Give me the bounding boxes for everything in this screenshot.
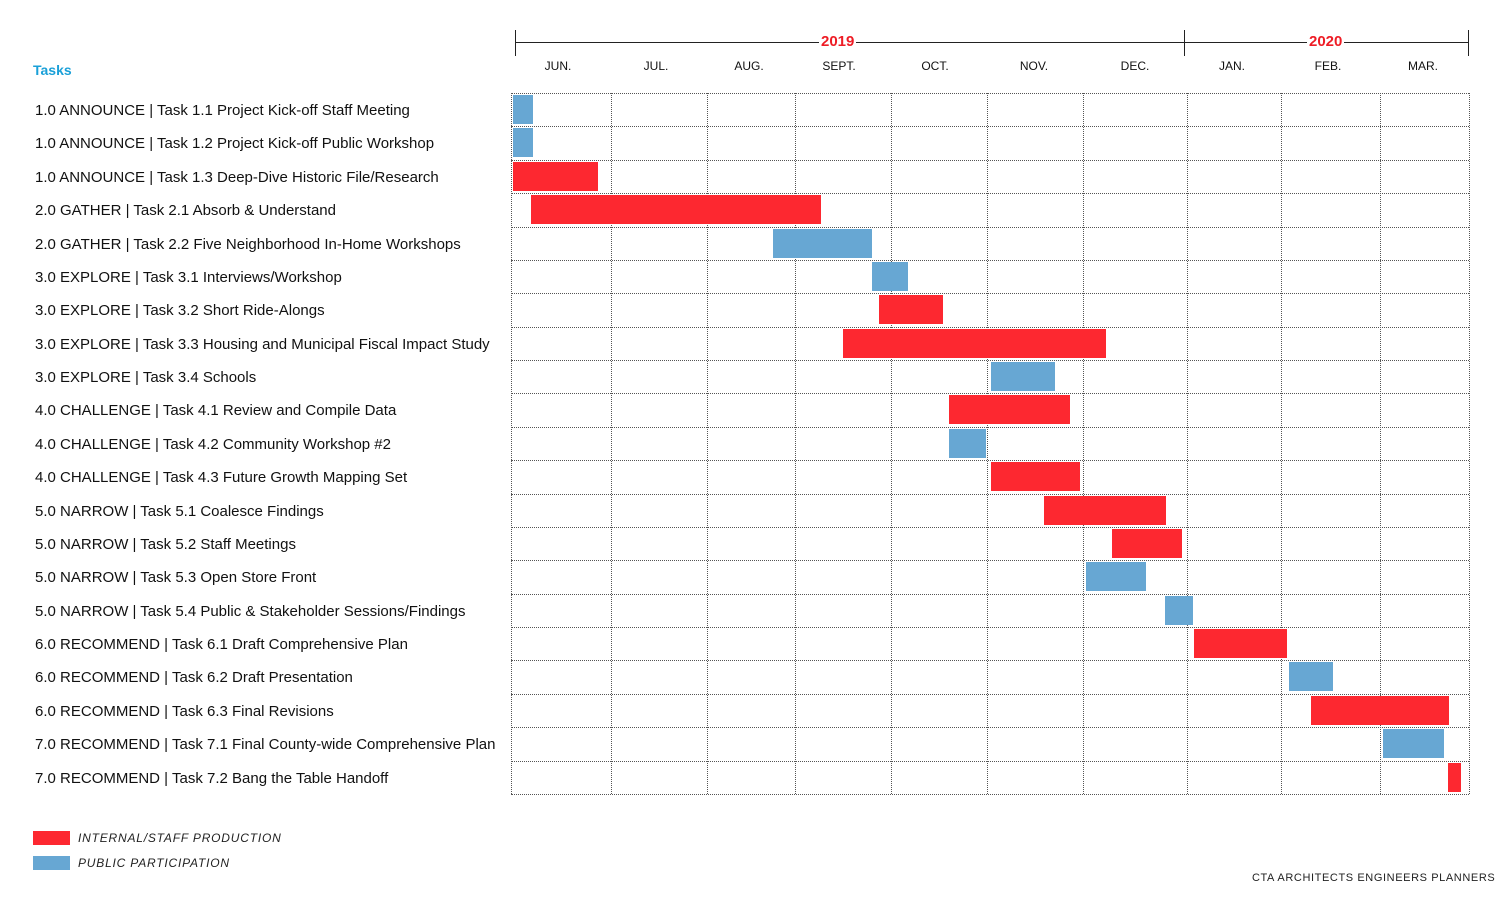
timeline-tick <box>515 30 516 56</box>
task-label: 4.0 CHALLENGE | Task 4.1 Review and Comp… <box>35 402 397 419</box>
month-label: NOV. <box>1019 59 1049 73</box>
month-label: JAN. <box>1218 59 1245 73</box>
month-label: DEC. <box>1120 59 1150 73</box>
task-label: 2.0 GATHER | Task 2.1 Absorb & Understan… <box>35 202 336 219</box>
grid-line-vertical <box>1380 93 1381 794</box>
month-label: OCT. <box>921 59 949 73</box>
grid-line-horizontal <box>511 360 1469 361</box>
grid-line-horizontal <box>511 460 1469 461</box>
task-label: 1.0 ANNOUNCE | Task 1.1 Project Kick-off… <box>35 102 410 119</box>
grid-line-vertical <box>1187 93 1188 794</box>
legend-label-internal: INTERNAL/STAFF PRODUCTION <box>78 831 282 845</box>
grid-line-horizontal <box>511 761 1469 762</box>
grid-line-horizontal <box>511 694 1469 695</box>
grid-line-horizontal <box>511 193 1469 194</box>
legend-label-public: PUBLIC PARTICIPATION <box>78 856 230 870</box>
gantt-bar-public <box>1289 662 1333 691</box>
legend-swatch-internal <box>33 831 70 845</box>
task-label: 4.0 CHALLENGE | Task 4.3 Future Growth M… <box>35 469 408 486</box>
month-label: FEB. <box>1314 59 1342 73</box>
task-label: 7.0 RECOMMEND | Task 7.1 Final County-wi… <box>35 736 496 753</box>
grid-line-horizontal <box>511 560 1469 561</box>
gantt-bar-internal <box>879 295 943 324</box>
timeline-tick <box>1184 30 1185 56</box>
gantt-bar-public <box>1383 729 1444 758</box>
grid-line-horizontal <box>511 494 1469 495</box>
tasks-header: Tasks <box>33 62 72 78</box>
grid-line-horizontal <box>511 427 1469 428</box>
grid-line-horizontal <box>511 126 1469 127</box>
task-label: 3.0 EXPLORE | Task 3.1 Interviews/Worksh… <box>35 269 342 286</box>
gantt-bar-internal <box>843 329 1106 358</box>
grid-line-vertical <box>1469 93 1470 794</box>
gantt-bar-internal <box>1194 629 1287 658</box>
month-label: MAR. <box>1408 59 1438 73</box>
grid-line-horizontal <box>511 93 1469 94</box>
gantt-bar-public <box>872 262 908 291</box>
grid-line-vertical <box>1281 93 1282 794</box>
task-label: 3.0 EXPLORE | Task 3.4 Schools <box>35 369 257 386</box>
year-label: 2019 <box>819 33 857 50</box>
grid-line-vertical <box>707 93 708 794</box>
gantt-bar-internal <box>949 395 1070 424</box>
grid-line-horizontal <box>511 327 1469 328</box>
task-label: 5.0 NARROW | Task 5.4 Public & Stakehold… <box>35 603 466 620</box>
task-label: 5.0 NARROW | Task 5.3 Open Store Front <box>35 569 317 586</box>
gantt-bar-public <box>1165 596 1193 625</box>
task-label: 7.0 RECOMMEND | Task 7.2 Bang the Table … <box>35 770 389 787</box>
gantt-bar-public <box>513 128 533 157</box>
grid-line-horizontal <box>511 594 1469 595</box>
task-label: 1.0 ANNOUNCE | Task 1.3 Deep-Dive Histor… <box>35 169 439 186</box>
task-label: 4.0 CHALLENGE | Task 4.2 Community Works… <box>35 436 391 453</box>
grid-line-horizontal <box>511 393 1469 394</box>
task-label: 6.0 RECOMMEND | Task 6.3 Final Revisions <box>35 703 334 720</box>
task-label: 2.0 GATHER | Task 2.2 Five Neighborhood … <box>35 236 461 253</box>
task-label: 3.0 EXPLORE | Task 3.2 Short Ride-Alongs <box>35 302 325 319</box>
grid-line-vertical <box>1083 93 1084 794</box>
grid-line-horizontal <box>511 227 1469 228</box>
gantt-bar-internal <box>1311 696 1449 725</box>
gantt-bar-public <box>513 95 533 124</box>
gantt-bar-public <box>1086 562 1146 591</box>
credit-text: CTA ARCHITECTS ENGINEERS PLANNERS <box>1252 872 1496 884</box>
grid-line-horizontal <box>511 260 1469 261</box>
task-label: 6.0 RECOMMEND | Task 6.1 Draft Comprehen… <box>35 636 408 653</box>
month-label: JUL. <box>643 59 669 73</box>
task-label: 5.0 NARROW | Task 5.2 Staff Meetings <box>35 536 296 553</box>
month-label: AUG. <box>734 59 764 73</box>
gantt-bar-internal <box>1112 529 1182 558</box>
month-label: JUN. <box>544 59 572 73</box>
gantt-bar-public <box>949 429 986 458</box>
task-label: 5.0 NARROW | Task 5.1 Coalesce Findings <box>35 503 324 520</box>
gantt-bar-internal <box>1044 496 1166 525</box>
timeline-tick <box>1468 30 1469 56</box>
grid-line-vertical <box>891 93 892 794</box>
grid-line-horizontal <box>511 794 1469 795</box>
gantt-bar-internal <box>991 462 1080 491</box>
grid-line-horizontal <box>511 660 1469 661</box>
task-label: 6.0 RECOMMEND | Task 6.2 Draft Presentat… <box>35 669 353 686</box>
grid-line-horizontal <box>511 160 1469 161</box>
grid-line-horizontal <box>511 293 1469 294</box>
legend-swatch-public <box>33 856 70 870</box>
gantt-bar-public <box>773 229 872 258</box>
gantt-bar-internal <box>1448 763 1461 792</box>
year-label: 2020 <box>1307 33 1345 50</box>
gantt-bar-internal <box>513 162 598 191</box>
grid-line-vertical <box>611 93 612 794</box>
month-label: SEPT. <box>822 59 856 73</box>
grid-line-horizontal <box>511 527 1469 528</box>
gantt-bar-public <box>991 362 1055 391</box>
grid-line-vertical <box>987 93 988 794</box>
grid-line-horizontal <box>511 727 1469 728</box>
task-label: 1.0 ANNOUNCE | Task 1.2 Project Kick-off… <box>35 135 435 152</box>
grid-line-vertical <box>795 93 796 794</box>
grid-line-horizontal <box>511 627 1469 628</box>
gantt-bar-internal <box>531 195 821 224</box>
task-label: 3.0 EXPLORE | Task 3.3 Housing and Munic… <box>35 336 490 353</box>
grid-line-vertical <box>511 93 512 794</box>
